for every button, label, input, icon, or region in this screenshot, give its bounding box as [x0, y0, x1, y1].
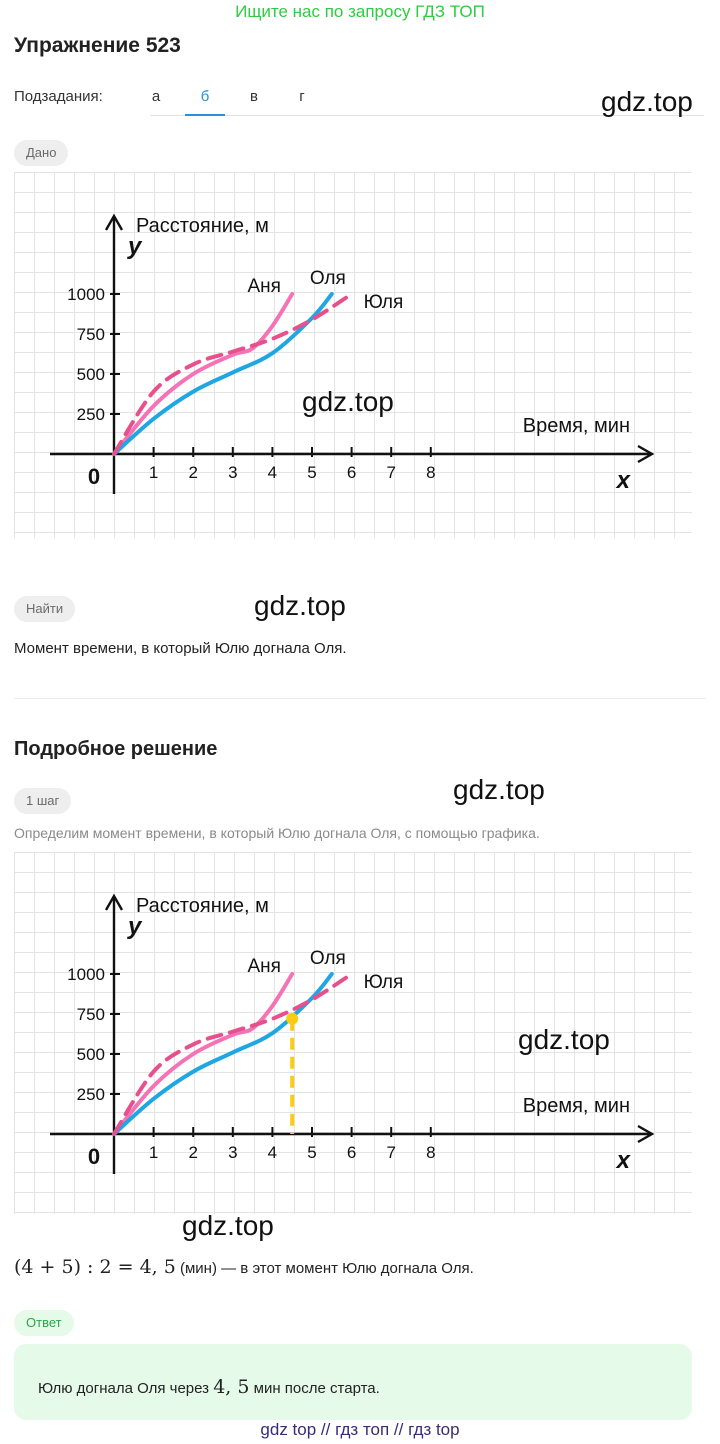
tab-b[interactable]: б — [185, 88, 225, 116]
answer-box: Юлю догнала Оля через 4, 5 мин после ста… — [14, 1344, 692, 1420]
watermark: gdz.top — [601, 86, 693, 117]
given-pill: Дано — [14, 140, 69, 166]
series-line-Аня — [112, 292, 295, 456]
solution-chart-svg: 1 2 3 4 5 6 7 8 250 500 750 1000 0 Расстояние, мy Врем… — [14, 852, 692, 1214]
y-tick-label: 750 — [77, 1005, 105, 1024]
x-tick-label: 5 — [307, 1143, 316, 1162]
series-line-Юля — [112, 972, 354, 1136]
y-axis-title: Расстояние, м — [136, 215, 269, 237]
grid — [14, 852, 692, 1214]
x-tick-label: 5 — [307, 463, 316, 482]
y-axis-title: Расстояние, м — [136, 895, 269, 917]
series-line-Оля — [112, 972, 334, 1136]
y-tick-label: 250 — [77, 1085, 105, 1104]
x-tick-label: 6 — [347, 463, 356, 482]
search-banner: Ищите нас по запросу ГДЗ ТОП — [235, 2, 485, 21]
formula-unit: (мин) — [180, 1260, 217, 1277]
y-axis-letter: y — [127, 913, 143, 940]
section-divider — [14, 698, 706, 699]
watermark: gdz.top — [302, 386, 394, 417]
tabs-divider — [150, 115, 704, 116]
x-axis-title: Время, мин — [523, 415, 630, 437]
step-pill: 1 шаг — [14, 788, 72, 814]
answer-before: Юлю догнала Оля через — [38, 1380, 210, 1397]
find-pill: Найти — [14, 596, 76, 622]
x-tick-label: 3 — [228, 1143, 237, 1162]
y-axis-letter: y — [127, 233, 143, 260]
x-tick-label: 4 — [268, 1143, 277, 1162]
y-tick-label: 750 — [77, 325, 105, 344]
grid — [14, 172, 692, 538]
x-tick-label: 7 — [386, 1143, 395, 1162]
find-text: Момент времени, в который Юлю догнала Ол… — [14, 640, 347, 657]
x-tick-label: 2 — [188, 1143, 197, 1162]
tab-v[interactable]: в — [250, 88, 258, 105]
x-tick-label: 8 — [426, 463, 435, 482]
x-tick-label: 1 — [149, 463, 158, 482]
origin-label: 0 — [88, 1144, 100, 1169]
x-tick-label: 6 — [347, 1143, 356, 1162]
solution-chart: 1 2 3 4 5 6 7 8 250 500 750 1000 0 Расстояние, м y Врем… — [14, 852, 692, 1214]
answer-pill: Ответ — [14, 1310, 74, 1336]
tab-g[interactable]: г — [299, 88, 305, 105]
y-tick-label: 500 — [77, 365, 105, 384]
answer-value: 4, 5 — [213, 1376, 250, 1398]
series-label: Юля — [364, 972, 404, 993]
x-tick-label: 1 — [149, 1143, 158, 1162]
series-label: Оля — [310, 948, 346, 969]
y-tick-label: 250 — [77, 405, 105, 424]
x-tick-label: 3 — [228, 463, 237, 482]
series-label: Юля — [364, 292, 404, 313]
series-label: Аня — [247, 956, 280, 977]
formula: (4 + 5) : 2 = 4, 5 — [14, 1256, 176, 1278]
watermark: gdz.top — [518, 1024, 610, 1055]
y-tick-label: 500 — [77, 1045, 105, 1064]
watermark: gdz.top — [254, 590, 346, 621]
marker-point — [286, 1012, 299, 1025]
series-label: Аня — [247, 276, 280, 297]
x-tick-label: 2 — [188, 463, 197, 482]
x-tick-label: 4 — [268, 463, 277, 482]
formula-rest: — в этот момент Юлю догнала Оля. — [221, 1260, 474, 1277]
series-line-Оля — [112, 292, 334, 456]
y-tick-label: 1000 — [67, 285, 105, 304]
y-axis-arrow — [104, 893, 124, 911]
watermark: gdz.top — [182, 1210, 274, 1241]
y-tick-label: 1000 — [67, 965, 105, 984]
y-axis-arrow — [104, 213, 124, 231]
footer-links[interactable]: gdz top // гдз топ // гдз top — [260, 1420, 460, 1439]
origin-label: 0 — [88, 464, 100, 489]
x-axis-letter: x — [615, 467, 632, 494]
answer-text: Юлю догнала Оля через 4, 5 мин после ста… — [38, 1376, 380, 1398]
x-tick-label: 8 — [426, 1143, 435, 1162]
given-chart-svg: 1 2 3 4 5 6 7 8 250 500 750 1000 0 Расстояние, мy Врем… — [14, 172, 692, 538]
series-label: Оля — [310, 268, 346, 289]
subtasks-label: Подзадания: — [14, 88, 103, 105]
series-line-Аня — [112, 972, 295, 1136]
tab-a[interactable]: а — [151, 88, 161, 105]
watermark: gdz.top — [453, 774, 545, 805]
x-axis-title: Время, мин — [523, 1095, 630, 1117]
x-axis-letter: x — [615, 1147, 632, 1174]
x-axis-arrow — [637, 1124, 655, 1144]
x-tick-label: 7 — [386, 463, 395, 482]
series-line-Юля — [112, 292, 354, 456]
answer-after: мин после старта. — [253, 1380, 380, 1397]
subtasks-bar: Подзадания: а б в г — [14, 86, 704, 116]
formula-line: (4 + 5) : 2 = 4, 5 (мин) — в этот момент… — [14, 1256, 474, 1278]
step-text: Определим момент времени, в который Юлю … — [14, 825, 540, 841]
x-axis-arrow — [637, 444, 655, 464]
given-chart: 1 2 3 4 5 6 7 8 250 500 750 1000 0 Расстояние, м y Врем… — [14, 172, 692, 538]
page-title: Упражнение 523 — [14, 34, 181, 57]
solution-title: Подробное решение — [14, 738, 218, 760]
